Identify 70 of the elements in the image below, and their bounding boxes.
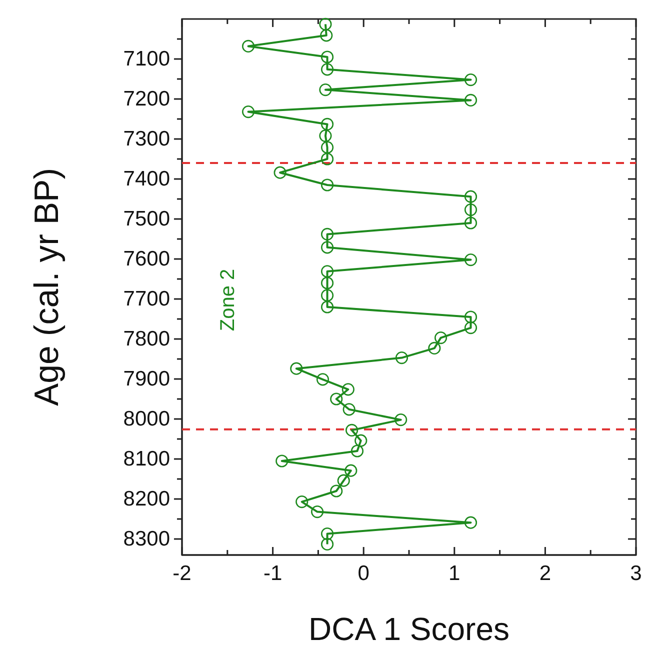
x-tick-label: 2 [539, 562, 552, 585]
point [464, 254, 478, 266]
point [320, 276, 334, 290]
point [330, 392, 343, 406]
point [464, 204, 478, 216]
y-tick-label: 7100 [123, 48, 170, 71]
point [274, 166, 286, 179]
point [350, 444, 364, 458]
point [337, 474, 350, 487]
x-tick-label: 1 [448, 562, 460, 585]
point [320, 63, 334, 76]
point [342, 403, 356, 416]
point [320, 118, 334, 130]
point [464, 190, 478, 203]
point [320, 178, 334, 192]
y-tick-label: 7300 [123, 128, 170, 151]
point [344, 464, 358, 477]
point [320, 29, 333, 42]
point [394, 414, 408, 426]
y-tick-label: 8200 [123, 488, 170, 511]
point [320, 289, 334, 302]
point [320, 528, 334, 540]
y-tick-label: 7800 [123, 328, 170, 351]
point [320, 538, 334, 550]
x-tick-label: -2 [172, 562, 192, 585]
point [276, 454, 288, 468]
point [320, 228, 334, 240]
y-tick-label: 8300 [123, 528, 170, 551]
y-tick-label: 8100 [123, 448, 170, 471]
y-tick-label: 7900 [123, 368, 170, 391]
point [242, 40, 255, 52]
point [242, 106, 255, 118]
point [320, 300, 334, 314]
point [464, 74, 478, 86]
point [320, 50, 334, 64]
point [395, 352, 408, 364]
point [290, 362, 303, 375]
point [428, 342, 441, 354]
point [464, 310, 478, 324]
x-axis-title: DCA 1 Scores [308, 611, 510, 647]
y-tick-label: 7500 [123, 208, 170, 231]
point [311, 506, 324, 518]
point [319, 18, 332, 30]
point [296, 496, 308, 508]
point [434, 332, 448, 344]
point [330, 484, 343, 498]
point [346, 424, 358, 436]
y-axis-title: Age (cal. yr BP) [28, 168, 66, 406]
point [319, 130, 332, 142]
y-tick-label: 7400 [123, 168, 170, 191]
y-tick-label: 7700 [123, 288, 170, 311]
y-tick-label: 8000 [123, 408, 170, 431]
point [316, 373, 330, 386]
point [342, 383, 354, 396]
x-tick-label: -1 [263, 562, 282, 585]
point [320, 241, 334, 254]
point [464, 322, 478, 334]
point [320, 141, 334, 154]
point [320, 152, 334, 166]
y-tick-label: 7600 [123, 248, 170, 271]
point [354, 434, 368, 447]
point [464, 216, 478, 230]
point [320, 265, 334, 278]
point [464, 516, 478, 529]
x-tick-label: 0 [358, 562, 370, 585]
x-tick-label: 3 [630, 562, 642, 585]
point [319, 84, 332, 96]
point [464, 94, 478, 106]
y-tick-label: 7200 [123, 88, 170, 111]
annotation: Zone 2 [217, 268, 239, 332]
